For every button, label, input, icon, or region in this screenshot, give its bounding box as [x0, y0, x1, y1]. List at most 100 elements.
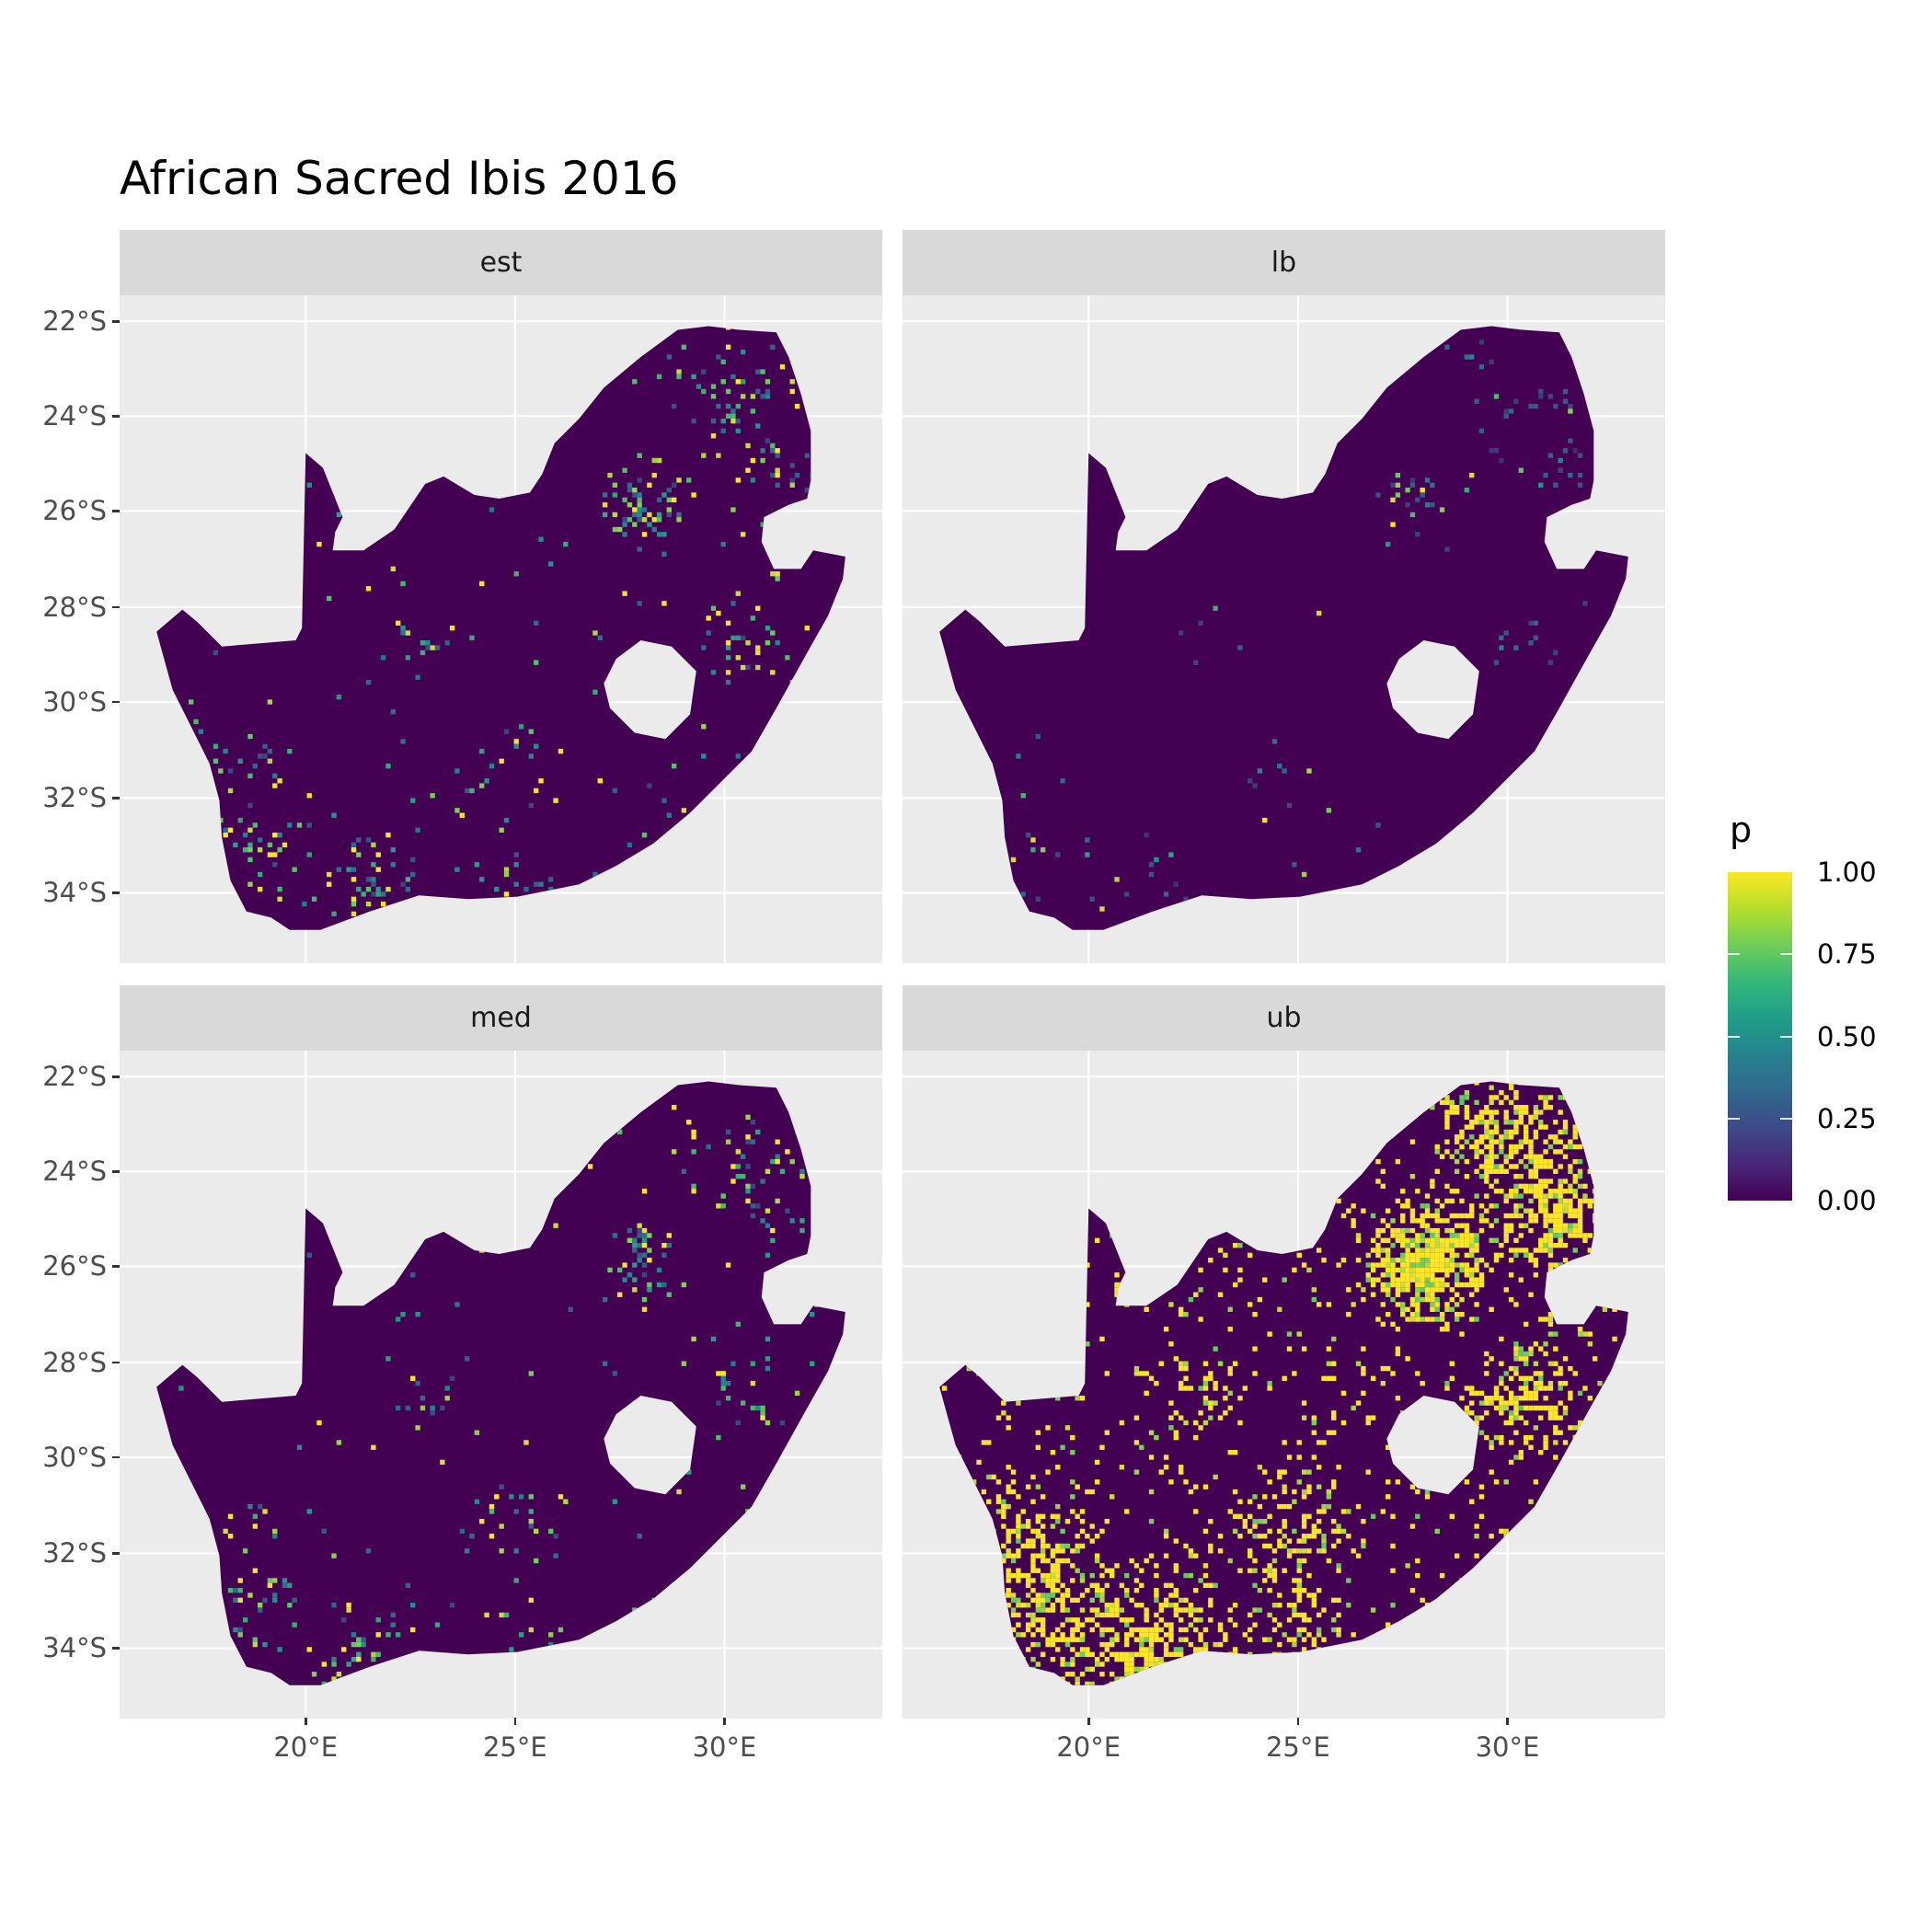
raster-cell [1306, 768, 1312, 774]
raster-cell [1148, 1282, 1155, 1288]
raster-cell [1558, 1528, 1563, 1535]
raster-cell [1538, 1193, 1544, 1199]
raster-cell [1217, 1651, 1224, 1657]
raster-cell [533, 881, 539, 887]
raster-cell [775, 453, 780, 458]
raster-cell [1365, 1420, 1371, 1426]
raster-cell [637, 1223, 642, 1228]
raster-cell [1464, 1410, 1470, 1416]
raster-cell [1020, 1524, 1026, 1529]
raster-cell [1060, 1632, 1065, 1638]
raster-cell [1001, 1513, 1006, 1519]
raster-cell [1252, 1524, 1258, 1529]
raster-cell [1587, 1484, 1593, 1489]
raster-cell [371, 891, 376, 897]
raster-cell [641, 532, 648, 537]
raster-cell [1409, 1622, 1416, 1627]
raster-cell [351, 1656, 357, 1662]
raster-cell [1114, 1612, 1120, 1618]
raster-cell [558, 1627, 564, 1633]
raster-cell [1148, 1430, 1155, 1435]
raster-cell [361, 921, 366, 926]
raster-cell [1538, 1513, 1544, 1519]
raster-cell [1085, 1587, 1090, 1593]
raster-cell [553, 1553, 558, 1558]
raster-cell [1316, 1164, 1322, 1169]
raster-cell [961, 1356, 967, 1362]
raster-cell [1064, 1258, 1071, 1263]
raster-cell [632, 1262, 638, 1268]
raster-cell [1430, 1302, 1435, 1307]
raster-cell [1484, 1208, 1489, 1213]
raster-cell [1572, 1173, 1578, 1179]
raster-cell [400, 630, 406, 636]
raster-cell [1464, 1104, 1470, 1110]
raster-cell [986, 1499, 992, 1504]
raster-cell [1144, 1612, 1149, 1618]
raster-cell [1385, 1208, 1391, 1213]
raster-cell [1050, 1568, 1056, 1573]
raster-cell [1489, 1400, 1494, 1406]
raster-cell [1124, 1593, 1130, 1598]
raster-cell [1547, 1218, 1554, 1224]
raster-cell [1597, 1292, 1603, 1297]
raster-cell [1114, 877, 1120, 882]
raster-cell [1006, 1593, 1011, 1598]
raster-cell [1499, 1528, 1504, 1535]
raster-cell [1518, 1597, 1524, 1604]
raster-cell [1528, 403, 1534, 409]
raster-cell [1079, 1208, 1086, 1213]
raster-cell [1085, 1651, 1090, 1657]
raster-cell [1454, 1277, 1460, 1282]
raster-cell [1301, 1538, 1307, 1544]
raster-cell [1217, 1183, 1224, 1190]
raster-cell [1133, 1637, 1140, 1642]
raster-cell [1508, 1248, 1514, 1253]
raster-cell [691, 1134, 696, 1140]
raster-cell [454, 808, 460, 813]
raster-cell [1464, 487, 1470, 493]
raster-cell [1227, 1365, 1233, 1372]
raster-cell [1133, 1627, 1140, 1633]
raster-cell [1292, 1607, 1297, 1613]
raster-cell [1582, 1198, 1588, 1204]
raster-cell [1198, 1617, 1203, 1623]
raster-cell [799, 1218, 805, 1224]
raster-cell [1188, 1666, 1194, 1673]
raster-cell [1528, 1114, 1534, 1121]
y-tick-label: 32°S [42, 782, 107, 814]
raster-cell [1395, 1287, 1401, 1293]
raster-cell [1553, 1233, 1558, 1238]
raster-cell [760, 369, 765, 374]
raster-cell [1430, 1306, 1435, 1312]
raster-cell [1070, 1272, 1075, 1278]
raster-cell [1099, 1528, 1105, 1535]
raster-cell [385, 886, 391, 892]
raster-cell [267, 699, 273, 705]
raster-cell [632, 522, 638, 527]
raster-cell [1434, 1252, 1440, 1259]
raster-cell [400, 881, 406, 887]
raster-cell [1474, 1139, 1479, 1144]
raster-cell [1439, 1327, 1445, 1332]
raster-cell [1129, 1558, 1134, 1564]
raster-cell [1478, 1227, 1485, 1234]
raster-cell [1168, 1593, 1174, 1598]
raster-cell [168, 359, 174, 365]
raster-cell [1469, 1120, 1475, 1125]
raster-cell [1257, 1503, 1263, 1510]
raster-cell [1173, 1434, 1179, 1441]
raster-cell [1577, 1168, 1583, 1174]
raster-cell [1079, 1647, 1086, 1652]
raster-cell [1060, 1593, 1065, 1598]
raster-cell [1217, 1292, 1224, 1297]
raster-cell [267, 463, 273, 468]
raster-cell [1543, 1233, 1548, 1238]
raster-cell [1409, 1317, 1416, 1322]
raster-cell [1562, 1465, 1569, 1470]
raster-cell [1449, 1099, 1455, 1105]
raster-cell [538, 881, 544, 887]
raster-cell [1543, 1095, 1548, 1100]
raster-cell [1316, 1465, 1322, 1470]
raster-cell [1400, 1302, 1406, 1307]
